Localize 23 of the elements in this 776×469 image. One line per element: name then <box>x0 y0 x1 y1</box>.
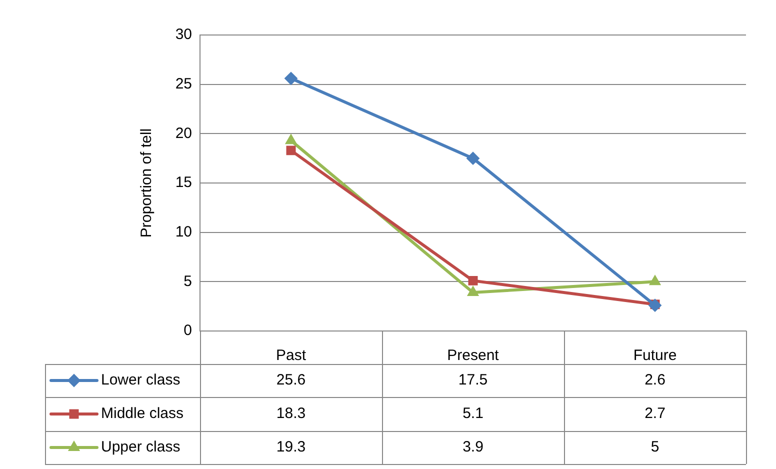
y-tick-label: 0 <box>184 322 192 340</box>
data-label: 2.6 <box>644 372 666 389</box>
y-tick-label: 30 <box>175 26 192 44</box>
x-tick-label: Past <box>276 347 307 364</box>
y-tick-label: 25 <box>175 75 192 92</box>
data-label: 25.6 <box>276 372 306 389</box>
y-tick-label: 5 <box>184 272 192 290</box>
y-tick-label: 20 <box>175 124 192 142</box>
legend-label: Middle class <box>101 405 184 422</box>
x-tick-label: Present <box>447 347 500 364</box>
data-label: 2.7 <box>644 405 666 422</box>
data-label: 18.3 <box>276 405 306 422</box>
x-tick-label: Future <box>633 347 677 364</box>
data-label: 5.1 <box>462 405 484 422</box>
y-tick-label: 15 <box>175 174 192 192</box>
data-label: 17.5 <box>458 372 488 389</box>
legend-label: Upper class <box>101 438 180 456</box>
data-label: 3.9 <box>462 438 484 456</box>
data-label: 19.3 <box>276 438 306 456</box>
legend-label: Lower class <box>101 372 180 389</box>
y-axis-title: Proportion of tell <box>138 128 156 238</box>
data-label: 5 <box>650 438 660 456</box>
y-tick-label: 10 <box>175 223 192 240</box>
